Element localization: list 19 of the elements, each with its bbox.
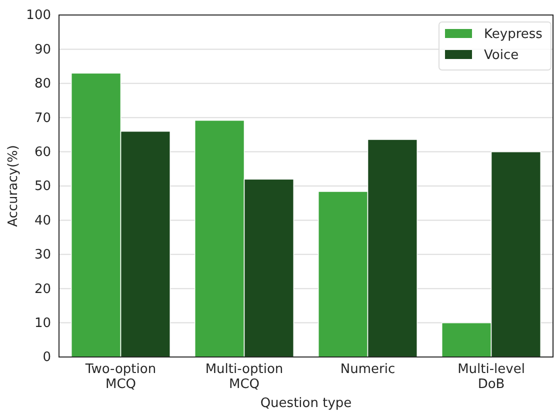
y-tick-label: 30 xyxy=(34,248,51,263)
y-tick-label: 20 xyxy=(34,282,51,297)
y-tick-label: 90 xyxy=(34,42,51,58)
y-tick-label: 40 xyxy=(34,213,51,228)
x-tick-label: Two-option MCQ xyxy=(84,362,156,392)
x-tick-label: Multi-option MCQ xyxy=(205,362,284,392)
legend-label: Keypress xyxy=(484,27,543,42)
x-axis-title: Question type xyxy=(260,396,352,411)
y-tick-label: 60 xyxy=(34,144,51,160)
y-tick-label: 0 xyxy=(42,350,51,366)
legend-label: Voice xyxy=(484,48,519,63)
y-axis-title: Accuracy(%) xyxy=(6,145,21,227)
y-tick-label: 50 xyxy=(34,179,51,194)
y-tick-label: 100 xyxy=(26,8,51,24)
y-tick-label: 10 xyxy=(34,316,51,331)
y-tick-label: 70 xyxy=(34,110,51,126)
x-tick-label: Multi-level DoB xyxy=(458,362,525,392)
x-tick-label: Numeric xyxy=(340,362,396,377)
y-tick-label: 80 xyxy=(34,76,51,92)
